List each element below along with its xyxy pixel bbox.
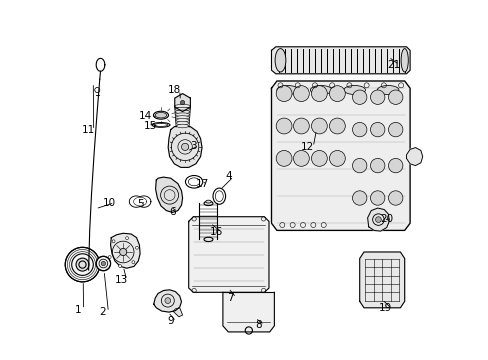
Ellipse shape	[174, 104, 190, 108]
Circle shape	[108, 256, 111, 258]
Text: 10: 10	[102, 198, 116, 208]
Polygon shape	[153, 290, 181, 312]
Ellipse shape	[203, 237, 213, 242]
Circle shape	[119, 265, 122, 267]
Text: 6: 6	[169, 207, 176, 217]
Text: 17: 17	[195, 179, 208, 189]
Ellipse shape	[276, 85, 298, 94]
Text: 20: 20	[380, 214, 393, 224]
Ellipse shape	[176, 118, 189, 122]
Text: 12: 12	[301, 142, 314, 152]
Ellipse shape	[176, 124, 188, 128]
Circle shape	[352, 191, 366, 205]
Text: 7: 7	[227, 293, 234, 303]
Text: 19: 19	[378, 303, 391, 313]
Text: 1: 1	[75, 305, 81, 315]
Circle shape	[112, 240, 115, 243]
Polygon shape	[110, 233, 140, 268]
Ellipse shape	[203, 201, 213, 206]
Circle shape	[311, 86, 326, 102]
Circle shape	[125, 237, 128, 239]
Circle shape	[387, 191, 402, 205]
Text: 18: 18	[167, 85, 181, 95]
Circle shape	[387, 90, 402, 104]
Circle shape	[96, 256, 110, 271]
Circle shape	[329, 150, 345, 166]
Circle shape	[375, 217, 381, 222]
Circle shape	[120, 248, 126, 256]
Polygon shape	[168, 125, 202, 167]
Ellipse shape	[176, 121, 188, 125]
Polygon shape	[271, 81, 409, 230]
Circle shape	[293, 86, 309, 102]
Circle shape	[329, 118, 345, 134]
Ellipse shape	[175, 113, 189, 117]
Circle shape	[311, 150, 326, 166]
Circle shape	[352, 158, 366, 173]
Circle shape	[329, 86, 345, 102]
Ellipse shape	[310, 85, 331, 94]
Text: 14: 14	[139, 111, 152, 121]
Circle shape	[181, 143, 188, 150]
Text: 16: 16	[209, 227, 223, 237]
Polygon shape	[223, 292, 274, 332]
Circle shape	[76, 258, 89, 271]
Polygon shape	[173, 308, 182, 317]
Text: 4: 4	[224, 171, 231, 181]
Circle shape	[311, 118, 326, 134]
Polygon shape	[406, 148, 422, 166]
Polygon shape	[174, 94, 190, 112]
Circle shape	[387, 158, 402, 173]
Circle shape	[352, 122, 366, 137]
Ellipse shape	[400, 49, 407, 72]
Circle shape	[135, 246, 138, 249]
Polygon shape	[188, 217, 268, 292]
Circle shape	[370, 191, 384, 205]
Text: 13: 13	[115, 275, 128, 285]
Ellipse shape	[153, 111, 168, 119]
Ellipse shape	[205, 200, 211, 203]
Text: 15: 15	[144, 121, 157, 131]
Text: 3: 3	[190, 141, 196, 151]
Circle shape	[387, 122, 402, 137]
Polygon shape	[367, 208, 388, 231]
Circle shape	[132, 261, 135, 264]
Text: 9: 9	[167, 316, 174, 327]
Ellipse shape	[343, 85, 365, 94]
Polygon shape	[155, 177, 182, 212]
Circle shape	[370, 122, 384, 137]
Circle shape	[370, 90, 384, 104]
Text: 5: 5	[137, 199, 143, 210]
Ellipse shape	[175, 110, 189, 114]
Circle shape	[352, 90, 366, 104]
Circle shape	[101, 261, 105, 266]
Text: 2: 2	[100, 307, 106, 317]
Circle shape	[293, 118, 309, 134]
Ellipse shape	[155, 112, 166, 118]
Polygon shape	[359, 252, 404, 308]
Text: 11: 11	[81, 125, 95, 135]
Text: 21: 21	[386, 60, 400, 70]
Circle shape	[370, 158, 384, 173]
Polygon shape	[271, 47, 409, 74]
Circle shape	[180, 100, 184, 105]
Ellipse shape	[275, 49, 285, 72]
Ellipse shape	[176, 116, 189, 119]
Circle shape	[276, 86, 291, 102]
Circle shape	[293, 150, 309, 166]
Circle shape	[65, 247, 100, 282]
Circle shape	[276, 118, 291, 134]
Ellipse shape	[175, 107, 190, 111]
Circle shape	[276, 150, 291, 166]
Circle shape	[164, 298, 170, 303]
Text: 8: 8	[255, 320, 262, 330]
Ellipse shape	[377, 85, 398, 94]
